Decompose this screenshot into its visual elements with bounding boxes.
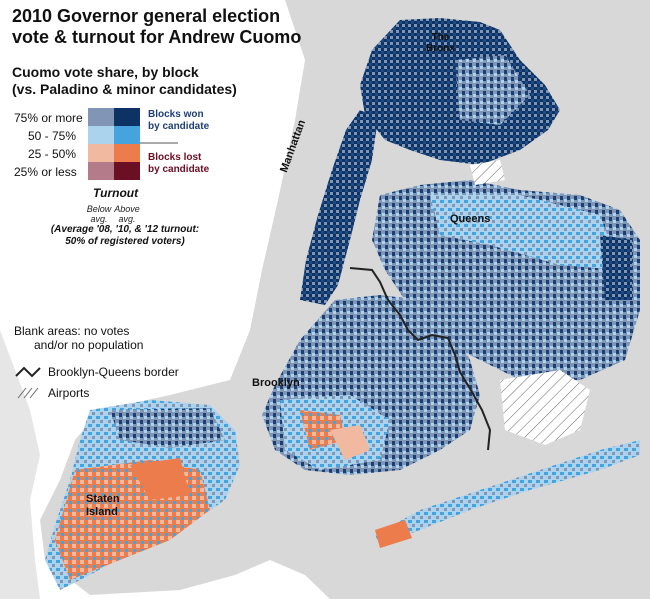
legend-label-50-75: 50 - 75% bbox=[28, 129, 77, 143]
label-queens: Queens bbox=[450, 213, 491, 225]
legend-swatch-above-3 bbox=[114, 162, 140, 180]
legend-label-25: 25% or less bbox=[14, 165, 77, 179]
label-brooklyn: Brooklyn bbox=[252, 377, 300, 389]
airports-legend-icon bbox=[17, 387, 39, 399]
label-staten-island: Staten Island bbox=[86, 493, 120, 518]
airport-jfk bbox=[500, 370, 590, 445]
rockaway bbox=[375, 440, 640, 545]
border-legend-label: Brooklyn-Queens border bbox=[48, 365, 179, 379]
legend-swatch-above-1 bbox=[114, 126, 140, 144]
airports-legend-label: Airports bbox=[48, 386, 90, 400]
legend-swatch-below-3 bbox=[88, 162, 114, 180]
label-the-bronx: The Bronx bbox=[426, 32, 455, 54]
legend-subtitle: Cuomo vote share, by block (vs. Paladino… bbox=[12, 64, 237, 97]
legend-won-label: Blocks won by candidate bbox=[148, 109, 210, 132]
airport-lga bbox=[470, 160, 505, 185]
blank-areas-note: Blank areas: no votes and/or no populati… bbox=[14, 324, 144, 352]
legend-label-25-50: 25 - 50% bbox=[28, 147, 77, 161]
brooklyn-queens-border bbox=[349, 267, 492, 451]
above-avg-label: Above avg. bbox=[114, 204, 140, 224]
legend-swatch-below-1 bbox=[88, 126, 114, 144]
legend-label-75: 75% or more bbox=[14, 111, 83, 125]
manhattan bbox=[300, 110, 378, 305]
nj-coast bbox=[0, 330, 40, 599]
border-legend-icon bbox=[15, 366, 41, 378]
legend-lost-label: Blocks lost by candidate bbox=[148, 152, 210, 175]
legend-swatch-above-2 bbox=[114, 144, 140, 162]
turnout-title: Turnout bbox=[93, 186, 139, 200]
below-avg-label: Below avg. bbox=[86, 204, 112, 224]
turnout-note: (Average '08, '10, & '12 turnout: 50% of… bbox=[50, 224, 200, 247]
page-title: 2010 Governor general election vote & tu… bbox=[12, 6, 302, 47]
legend-swatch-below-2 bbox=[88, 144, 114, 162]
legend-swatch-below-0 bbox=[88, 108, 114, 126]
legend-swatch-above-0 bbox=[114, 108, 140, 126]
